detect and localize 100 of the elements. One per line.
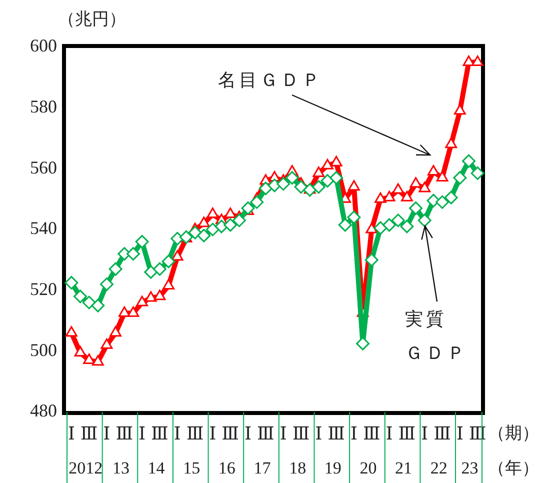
point (118, 306, 130, 317)
point (110, 326, 122, 337)
point (154, 290, 166, 300)
x-axis-title: （期） (488, 423, 539, 442)
x-tick-label: Ⅰ (315, 424, 322, 444)
point (445, 138, 458, 148)
x-tick-label: Ⅲ (362, 424, 380, 444)
point (472, 55, 484, 66)
point (232, 214, 246, 228)
y-tick-label: 480 (30, 400, 57, 421)
point (144, 265, 158, 279)
point (366, 222, 378, 234)
point (382, 218, 396, 232)
annotation: 実質 (405, 308, 447, 331)
text: 14 (148, 458, 166, 478)
x-tick-label: Ⅲ (116, 424, 134, 444)
point (135, 234, 149, 248)
point (312, 180, 326, 194)
y-tick-label: 520 (30, 279, 57, 300)
y-axis-title: （兆円） (58, 9, 126, 28)
x-tick-label: Ⅰ (68, 424, 75, 444)
point (198, 216, 210, 228)
x-tick-label: Ⅲ (222, 424, 240, 444)
y-tick-label: 600 (30, 36, 57, 56)
point (400, 220, 414, 234)
point (330, 156, 342, 166)
point (65, 326, 78, 337)
point (470, 166, 484, 180)
text: 20 (360, 458, 377, 478)
annotation: ＧＤＰ (405, 342, 468, 365)
point (258, 182, 272, 196)
text: 23 (461, 458, 478, 478)
point (92, 355, 104, 366)
point (320, 174, 334, 188)
y-tick-label: 580 (30, 96, 57, 117)
text: 16 (218, 458, 236, 478)
point (250, 195, 264, 209)
x-tick-label: Ⅲ (151, 424, 168, 444)
point (91, 298, 105, 312)
point (312, 166, 325, 177)
text: 13 (112, 458, 130, 478)
point (152, 262, 166, 276)
y-tick-label: 560 (30, 157, 57, 178)
point (276, 177, 290, 191)
x-tick-label: Ⅲ (186, 424, 204, 444)
point (162, 254, 176, 268)
text: 22 (430, 458, 448, 478)
point (356, 336, 370, 350)
text: 15 (183, 458, 200, 478)
point (436, 195, 450, 209)
y-tick-label: 500 (30, 340, 57, 360)
x-tick-label: Ⅰ (421, 424, 428, 444)
x-tick-label: Ⅲ (328, 424, 345, 444)
point (206, 222, 220, 236)
point (462, 154, 476, 168)
point (426, 194, 440, 208)
point (348, 180, 360, 191)
text: （年） (488, 458, 539, 478)
point (294, 180, 308, 194)
point (383, 190, 396, 202)
x-tick-label: Ⅰ (103, 424, 110, 444)
point (364, 253, 378, 267)
point (224, 218, 238, 232)
text: 19 (324, 458, 342, 478)
point (418, 182, 431, 192)
text: 21 (395, 458, 412, 478)
point (64, 276, 78, 290)
point (214, 220, 228, 234)
point (303, 183, 317, 197)
x-tick-label: Ⅰ (456, 424, 464, 444)
point (162, 279, 174, 290)
point (391, 214, 405, 228)
point (188, 226, 202, 240)
point (126, 247, 140, 261)
x-tick-label: Ⅲ (256, 424, 274, 444)
point (100, 338, 113, 349)
x-tick-label: Ⅰ (386, 424, 393, 444)
point (74, 346, 86, 356)
point (136, 296, 148, 306)
x-tick-label: Ⅰ (174, 424, 181, 444)
x-tick-label: Ⅰ (244, 424, 252, 444)
x-tick-label: Ⅰ (350, 424, 358, 444)
point (171, 250, 184, 261)
point (322, 158, 334, 170)
point (374, 221, 388, 235)
text: 2012 (68, 458, 103, 478)
x-tick-label: Ⅲ (434, 424, 451, 444)
point (453, 171, 467, 185)
point (392, 183, 404, 194)
x-tick-label: Ⅲ (292, 424, 310, 444)
point (347, 210, 361, 224)
x-tick-label: Ⅰ (209, 424, 216, 444)
text: 17 (254, 458, 272, 478)
point (206, 208, 219, 218)
point (427, 164, 440, 176)
point (374, 192, 386, 203)
point (82, 296, 96, 310)
point (170, 232, 184, 246)
x-tick-label: Ⅲ (398, 424, 416, 444)
y-tick-label: 540 (30, 218, 57, 238)
